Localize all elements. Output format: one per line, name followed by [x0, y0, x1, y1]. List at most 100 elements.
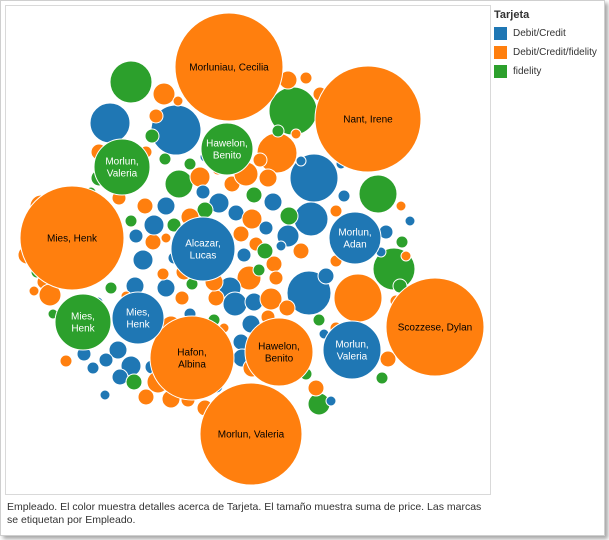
bubble[interactable]: [160, 232, 172, 244]
bubble[interactable]: [317, 267, 335, 285]
bubble[interactable]: [236, 247, 252, 263]
bubble-labeled[interactable]: [93, 138, 151, 196]
bubble-labeled[interactable]: [385, 277, 485, 377]
bubble-labeled[interactable]: [244, 317, 314, 387]
bubble[interactable]: [279, 206, 299, 226]
bubble[interactable]: [375, 371, 389, 385]
bubble-label: Mies, Henk: [47, 234, 98, 245]
bubble[interactable]: [108, 340, 128, 360]
bubble-labeled[interactable]: [19, 185, 125, 291]
bubble[interactable]: [241, 208, 263, 230]
bubble[interactable]: [292, 242, 310, 260]
bubble[interactable]: [124, 214, 138, 228]
bubble[interactable]: [86, 361, 100, 375]
legend-swatch: [494, 27, 507, 40]
bubble-label: Hawelon, Benito: [258, 342, 300, 365]
bubble[interactable]: [293, 201, 329, 237]
bubble-labeled[interactable]: [149, 315, 235, 401]
legend-item-fidelity[interactable]: fidelity: [494, 62, 602, 81]
bubble[interactable]: [333, 273, 383, 323]
bubble[interactable]: [325, 395, 337, 407]
bubble-labeled[interactable]: [170, 216, 236, 282]
bubble[interactable]: [256, 242, 274, 260]
legend-item-debit-credit-fidelity[interactable]: Debit/Credit/fidelity: [494, 43, 602, 62]
legend-item-debit-credit[interactable]: Debit/Credit: [494, 24, 602, 43]
bubble[interactable]: [271, 124, 285, 138]
bubble[interactable]: [258, 168, 278, 188]
bubble[interactable]: [195, 184, 211, 200]
bubble[interactable]: [128, 228, 144, 244]
bubble-labeled[interactable]: [174, 12, 284, 122]
bubble[interactable]: [164, 169, 194, 199]
bubble[interactable]: [28, 285, 40, 297]
bubble[interactable]: [232, 225, 250, 243]
bubble[interactable]: [307, 379, 325, 397]
bubble[interactable]: [183, 157, 197, 171]
bubble[interactable]: [148, 108, 164, 124]
bubble[interactable]: [395, 200, 407, 212]
bubble[interactable]: [263, 192, 283, 212]
bubble[interactable]: [152, 82, 176, 106]
bubble[interactable]: [259, 287, 283, 311]
bubble-chart: Morluniau, Cecilia Nant, Irene Mies, Henk S…: [17, 12, 485, 486]
bubble[interactable]: [109, 60, 153, 104]
bubble[interactable]: [98, 352, 114, 368]
bubble[interactable]: [156, 267, 170, 281]
bubble[interactable]: [196, 201, 214, 219]
bubble[interactable]: [99, 389, 111, 401]
bubble[interactable]: [89, 102, 131, 144]
legend-label: Debit/Credit: [513, 28, 566, 39]
bubble-labeled[interactable]: [200, 122, 254, 176]
bubble[interactable]: [252, 152, 268, 168]
bubble-labeled[interactable]: [54, 293, 112, 351]
bubble[interactable]: [278, 299, 296, 317]
bubble[interactable]: [189, 166, 211, 188]
bubble[interactable]: [275, 240, 287, 252]
bubble[interactable]: [258, 220, 274, 236]
bubble[interactable]: [104, 281, 118, 295]
bubble-label: Mies, Henk: [71, 312, 96, 335]
bubble[interactable]: [268, 270, 284, 286]
bubble[interactable]: [143, 214, 165, 236]
bubble[interactable]: [144, 233, 162, 251]
bubble-labeled[interactable]: [314, 65, 422, 173]
bubble[interactable]: [245, 186, 263, 204]
bubble[interactable]: [329, 204, 343, 218]
bubble-labeled[interactable]: [199, 382, 303, 486]
bubble-label: Nant, Irene: [343, 115, 393, 126]
bubble[interactable]: [358, 174, 398, 214]
bubble[interactable]: [207, 289, 225, 307]
bubble[interactable]: [222, 291, 248, 317]
bubble-label: Morlun, Valeria: [335, 340, 368, 363]
bubble[interactable]: [59, 354, 73, 368]
bubble[interactable]: [156, 196, 176, 216]
bubble[interactable]: [158, 152, 172, 166]
bubble[interactable]: [137, 388, 155, 406]
bubble-label: Mies, Henk: [126, 308, 151, 331]
bubble[interactable]: [290, 128, 302, 140]
bubble-labeled[interactable]: [328, 211, 382, 265]
legend-swatch: [494, 46, 507, 59]
bubble[interactable]: [395, 235, 409, 249]
bubble[interactable]: [144, 128, 160, 144]
legend: Tarjeta Debit/Credit Debit/Credit/fideli…: [494, 9, 602, 81]
bubble[interactable]: [166, 217, 182, 233]
bubble[interactable]: [125, 373, 143, 391]
bubble-labeled[interactable]: [322, 320, 382, 380]
bubble[interactable]: [156, 278, 176, 298]
bubble[interactable]: [400, 250, 412, 262]
bubble[interactable]: [337, 189, 351, 203]
bubble[interactable]: [172, 95, 184, 107]
bubble[interactable]: [174, 290, 190, 306]
bubble[interactable]: [132, 249, 154, 271]
bubble[interactable]: [312, 313, 326, 327]
bubble-labeled[interactable]: [111, 291, 165, 345]
bubble[interactable]: [404, 215, 416, 227]
bubble[interactable]: [136, 197, 154, 215]
chart-caption: Empleado. El color muestra detalles acer…: [7, 501, 482, 526]
bubble[interactable]: [295, 155, 307, 167]
bubble[interactable]: [256, 132, 298, 174]
bubble[interactable]: [252, 263, 266, 277]
bubble[interactable]: [299, 71, 313, 85]
